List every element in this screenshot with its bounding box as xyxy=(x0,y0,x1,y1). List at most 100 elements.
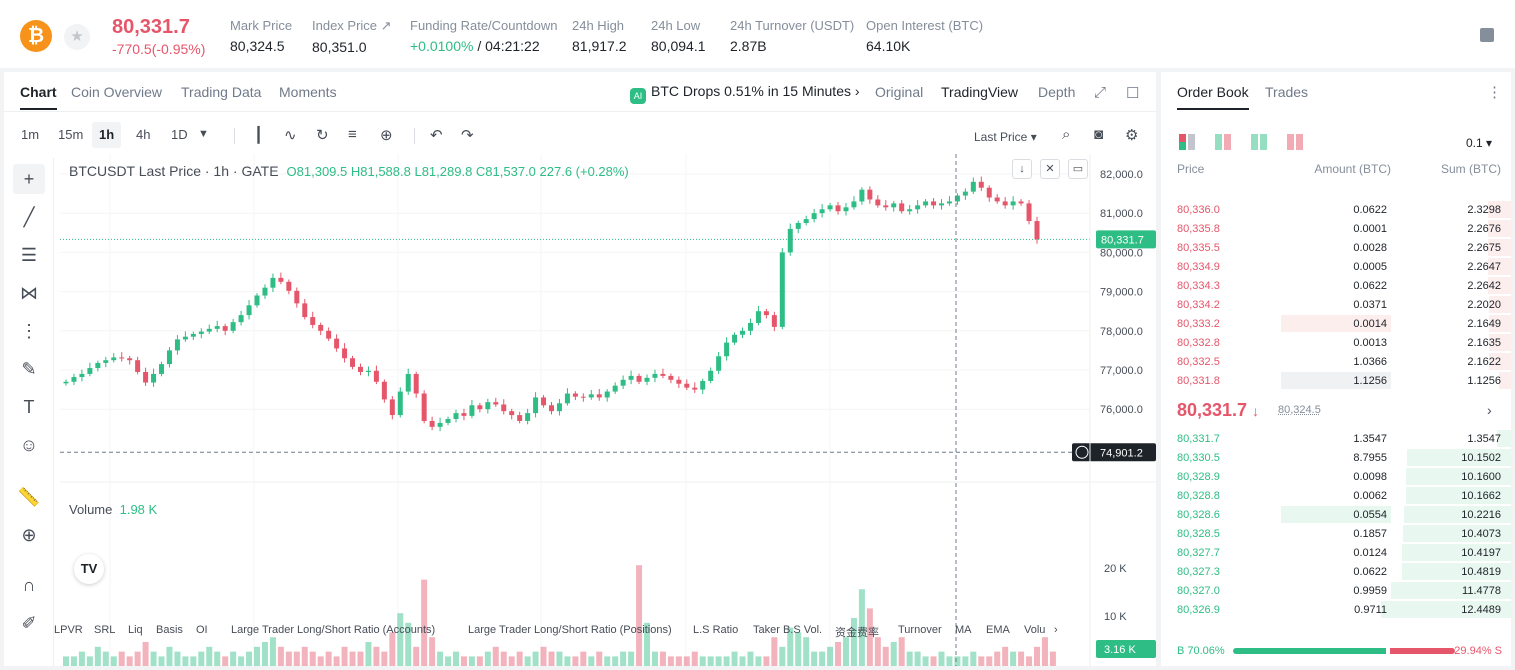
favorite-star-icon[interactable]: ★ xyxy=(64,24,90,50)
emoji-tool-icon[interactable]: ☺ xyxy=(19,435,39,455)
layout-asks-icon[interactable] xyxy=(1287,134,1303,150)
timeframe-1h[interactable]: 1h xyxy=(92,122,122,148)
tab-coin-overview[interactable]: Coin Overview xyxy=(71,84,163,100)
view-depth[interactable]: Depth xyxy=(1038,84,1076,100)
timeframe-15m[interactable]: 15m xyxy=(58,127,84,142)
indicator-item[interactable]: EMA xyxy=(986,624,1010,636)
chevron-right-icon[interactable]: › xyxy=(1487,402,1492,418)
timeframe-1d[interactable]: 1D xyxy=(171,127,188,142)
indicator-item[interactable]: Volu xyxy=(1024,624,1046,636)
view-tradingview[interactable]: TradingView xyxy=(941,84,1019,100)
settings-list-icon[interactable]: ≡ xyxy=(348,126,357,143)
bid-row[interactable]: 80,327.0 0.9959 11.4778 xyxy=(1161,581,1511,600)
tab-order-book[interactable]: Order Book xyxy=(1177,84,1249,110)
layout-bids-icon[interactable] xyxy=(1251,134,1267,150)
fib-tool-icon[interactable]: ⋮ xyxy=(20,321,38,341)
ask-row[interactable]: 80,331.8 1.1256 1.1256 xyxy=(1161,371,1511,390)
book-icon[interactable] xyxy=(1480,28,1494,42)
more-icon[interactable]: ⋮ xyxy=(1487,84,1502,101)
camera-icon[interactable]: ◙ xyxy=(1094,126,1104,143)
candle-type-icon[interactable]: ┃ xyxy=(254,127,264,144)
ruler-tool-icon[interactable]: 📏 xyxy=(17,487,41,507)
indicator-item[interactable]: Turnover xyxy=(898,624,942,636)
view-original[interactable]: Original xyxy=(875,84,924,100)
gear-icon[interactable]: ⚙ xyxy=(1125,127,1139,144)
indicator-item[interactable]: Liq xyxy=(128,624,143,636)
bid-row[interactable]: 80,328.5 0.1857 10.4073 xyxy=(1161,524,1511,543)
stat-index-price[interactable]: Index Price ↗ 80,351.0 xyxy=(312,18,392,55)
zoom-in-tool-icon[interactable]: ⊕ xyxy=(21,525,37,545)
expand-icon[interactable]: ⤢ xyxy=(1094,84,1107,101)
bid-row[interactable]: 80,328.8 0.0062 10.1662 xyxy=(1161,486,1511,505)
depth-bar xyxy=(1488,258,1511,275)
timeframe-4h[interactable]: 4h xyxy=(136,127,151,142)
ask-row[interactable]: 80,336.0 0.0622 2.3298 xyxy=(1161,200,1511,219)
volume-bar xyxy=(795,632,802,666)
volume-bar xyxy=(405,622,412,666)
ask-row[interactable]: 80,332.8 0.0013 2.1635 xyxy=(1161,333,1511,352)
pattern-tool-icon[interactable]: ⋈ xyxy=(20,283,38,303)
bid-row[interactable]: 80,326.9 0.9711 12.4489 xyxy=(1161,600,1511,619)
chevron-right-icon[interactable]: › xyxy=(1054,624,1058,636)
bid-row[interactable]: 80,327.7 0.0124 10.4197 xyxy=(1161,543,1511,562)
undo-icon[interactable]: ↶ xyxy=(430,127,443,144)
tab-moments[interactable]: Moments xyxy=(279,84,337,100)
tab-trades[interactable]: Trades xyxy=(1265,84,1309,100)
candle-body xyxy=(397,391,403,416)
refresh-icon[interactable]: ↻ xyxy=(316,127,329,144)
trend-line-tool-icon[interactable]: ╱ xyxy=(23,207,35,227)
indicator-item[interactable]: Large Trader Long/Short Ratio (Positions… xyxy=(468,624,672,636)
ask-row[interactable]: 80,335.5 0.0028 2.2675 xyxy=(1161,238,1511,257)
bid-row[interactable]: 80,330.5 8.7955 10.1502 xyxy=(1161,448,1511,467)
ask-row[interactable]: 80,333.2 0.0014 2.1649 xyxy=(1161,314,1511,333)
timeframe-1m[interactable]: 1m xyxy=(21,127,40,142)
indicator-item[interactable]: OI xyxy=(196,624,208,636)
layout-icon[interactable]: ▭ xyxy=(1068,159,1088,179)
magnet-tool-icon[interactable]: ∩ xyxy=(22,575,36,595)
volume-bar xyxy=(819,651,826,666)
search-icon[interactable]: ⌕ xyxy=(1062,126,1071,143)
indicator-item[interactable]: Taker B.S Vol. xyxy=(753,624,823,636)
bid-row[interactable]: 80,328.9 0.0098 10.1600 xyxy=(1161,467,1511,486)
tab-chart[interactable]: Chart xyxy=(20,84,57,110)
layout-split-icon[interactable] xyxy=(1215,134,1231,150)
add-indicator-icon[interactable]: ⊕ xyxy=(380,127,393,144)
depth-bar xyxy=(1403,525,1511,542)
tab-trading-data[interactable]: Trading Data xyxy=(181,84,262,100)
candle-body xyxy=(755,311,761,323)
news-alert[interactable]: AI BTC Drops 0.51% in 15 Minutes › xyxy=(630,83,860,104)
chevron-down-icon[interactable]: ▼ xyxy=(198,128,209,140)
text-tool-icon[interactable]: T xyxy=(23,397,35,417)
redo-icon[interactable]: ↷ xyxy=(461,127,474,144)
indicator-item[interactable]: Large Trader Long/Short Ratio (Accounts) xyxy=(231,624,436,636)
indicator-item[interactable]: L.S Ratio xyxy=(693,624,739,636)
window-icon[interactable]: ☐ xyxy=(1126,85,1140,102)
indicator-item[interactable]: MA xyxy=(955,624,972,636)
collapse-icon[interactable]: ✕ xyxy=(1040,159,1060,179)
arrow-down-icon[interactable]: ↓ xyxy=(1012,159,1032,179)
indicators-icon[interactable]: ∿ xyxy=(284,127,297,144)
ask-row[interactable]: 80,335.8 0.0001 2.2676 xyxy=(1161,219,1511,238)
pencil-tool-icon[interactable]: ✐ xyxy=(21,613,37,633)
ask-row[interactable]: 80,334.9 0.0005 2.2647 xyxy=(1161,257,1511,276)
ask-row[interactable]: 80,332.5 1.0366 2.1622 xyxy=(1161,352,1511,371)
brush-tool-icon[interactable]: ✎ xyxy=(21,359,37,379)
layout-both-icon[interactable] xyxy=(1179,134,1195,150)
precision-select[interactable]: 0.1 ▾ xyxy=(1466,136,1493,150)
ask-row[interactable]: 80,334.2 0.0371 2.2020 xyxy=(1161,295,1511,314)
indicator-item[interactable]: LPVR xyxy=(54,624,83,636)
horizontal-lines-tool-icon[interactable]: ☰ xyxy=(20,245,38,265)
indicator-item[interactable]: Basis xyxy=(156,624,183,636)
price-source-select[interactable]: Last Price ▾ xyxy=(974,130,1037,144)
bid-row[interactable]: 80,331.7 1.3547 1.3547 xyxy=(1161,429,1511,448)
indicator-item[interactable]: SRL xyxy=(94,624,116,636)
tradingview-logo[interactable]: TV xyxy=(74,554,104,584)
depth-bar xyxy=(1401,563,1511,580)
price-chart[interactable]: 76,000.0 77,000.0 78,000.0 79,000.0 80,000.0… xyxy=(60,154,1156,666)
bid-row[interactable]: 80,327.3 0.0622 10.4819 xyxy=(1161,562,1511,581)
volume-bar xyxy=(468,656,475,666)
indicator-item[interactable]: 资金费率 xyxy=(835,627,879,639)
bid-row[interactable]: 80,328.6 0.0554 10.2216 xyxy=(1161,505,1511,524)
ask-row[interactable]: 80,334.3 0.0622 2.2642 xyxy=(1161,276,1511,295)
crosshair-tool-icon[interactable]: + xyxy=(13,164,45,194)
